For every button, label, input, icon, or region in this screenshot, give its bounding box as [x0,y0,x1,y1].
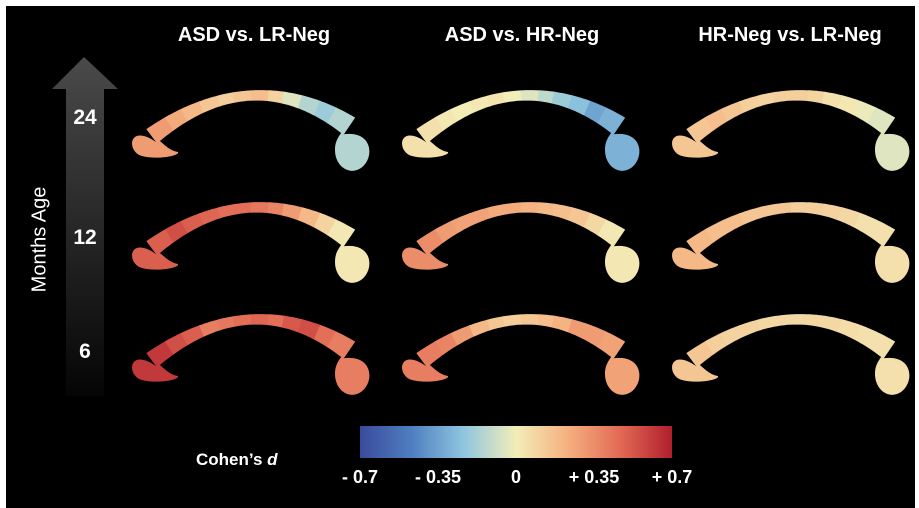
callosum-segment [487,92,506,107]
colorbar [360,426,672,458]
column-title-hr-neg-vs-lr-neg: HR-Neg vs. LR-Neg [698,24,882,46]
callosum-segment [232,90,252,103]
callosum-segment [537,314,555,328]
callosum-panel [402,90,640,171]
colorbar-tick-neg-0.35: - 0.35 [414,467,462,487]
age-label-6: 6 [79,340,91,363]
callosum-genu [402,241,449,270]
callosum-segment [199,319,221,337]
callosum-splenium [875,229,910,283]
callosum-segment [772,202,792,215]
callosum-segment [199,207,221,225]
callosum-panel [672,90,910,171]
callosum-segment [487,316,506,331]
callosum-segment [250,314,270,326]
callosum-segment [807,202,825,216]
callosum-segment [757,204,776,219]
callosum-segment [250,202,270,214]
callosum-genu [132,353,179,382]
callosum-segment [217,92,236,107]
callosum-panel [672,314,910,395]
callosum-segment [502,202,522,215]
callosum-segment [772,90,792,103]
callosum-panel [672,202,910,283]
callosum-segment [739,95,761,113]
colorbar-tick-neg-0.7: - 0.7 [341,467,379,487]
callosum-segment [807,90,825,104]
callosum-splenium [875,341,910,395]
callosum-segment [232,202,252,215]
callosum-segment [487,204,506,219]
callosum-segment [469,207,491,225]
callosum-panel [402,202,640,283]
callosum-segment [469,319,491,337]
callosum-genu [132,129,179,158]
callosum-splenium [335,229,370,283]
callosum-panel [132,202,370,283]
callosum-segment [790,202,810,214]
callosum-segment [790,314,810,326]
callosum-panel [402,314,640,395]
colorbar-title: Cohen’s d [196,450,278,469]
colorbar-tick-zero: 0 [510,467,522,487]
callosum-splenium [875,117,910,171]
callosum-genu [672,353,719,382]
callosum-segment [772,314,792,327]
callosum-genu [672,241,719,270]
callosum-segment [502,90,522,103]
callosum-splenium [605,229,640,283]
callosum-segment [520,90,540,102]
callosum-segment [250,90,270,102]
callosum-segment [267,314,285,328]
column-title-asd-vs-lr-neg: ASD vs. LR-Neg [177,24,331,46]
callosum-segment [537,90,555,104]
callosum-segment [217,204,236,219]
callosum-segment [217,316,236,331]
callosum-splenium [335,117,370,171]
age-label-12: 12 [73,226,97,249]
callosum-splenium [605,117,640,171]
callosum-segment [757,316,776,331]
callosum-panel [132,90,370,171]
callosum-segment [199,95,221,113]
callosum-panel [132,314,370,395]
callosum-genu [402,129,449,158]
callosum-segment [757,92,776,107]
callosum-segment [267,90,285,104]
callosum-genu [132,241,179,270]
callosum-segment [502,314,522,327]
age-label-24: 24 [73,106,97,129]
callosum-segment [520,202,540,214]
callosum-genu [402,353,449,382]
callosum-segment [537,202,555,216]
colorbar-tick-pos-0.7: + 0.7 [651,467,693,487]
callosum-segment [807,314,825,328]
colorbar-tick-pos-0.35: + 0.35 [568,467,620,487]
callosum-segment [739,319,761,337]
column-title-asd-vs-hr-neg: ASD vs. HR-Neg [444,24,600,46]
callosum-genu [672,129,719,158]
callosum-splenium [335,341,370,395]
callosum-segment [232,314,252,327]
callosum-splenium [605,341,640,395]
callosum-segment [739,207,761,225]
callosum-segment [790,90,810,102]
callosum-segment [267,202,285,216]
callosum-segment [469,95,491,113]
callosum-segment [520,314,540,326]
